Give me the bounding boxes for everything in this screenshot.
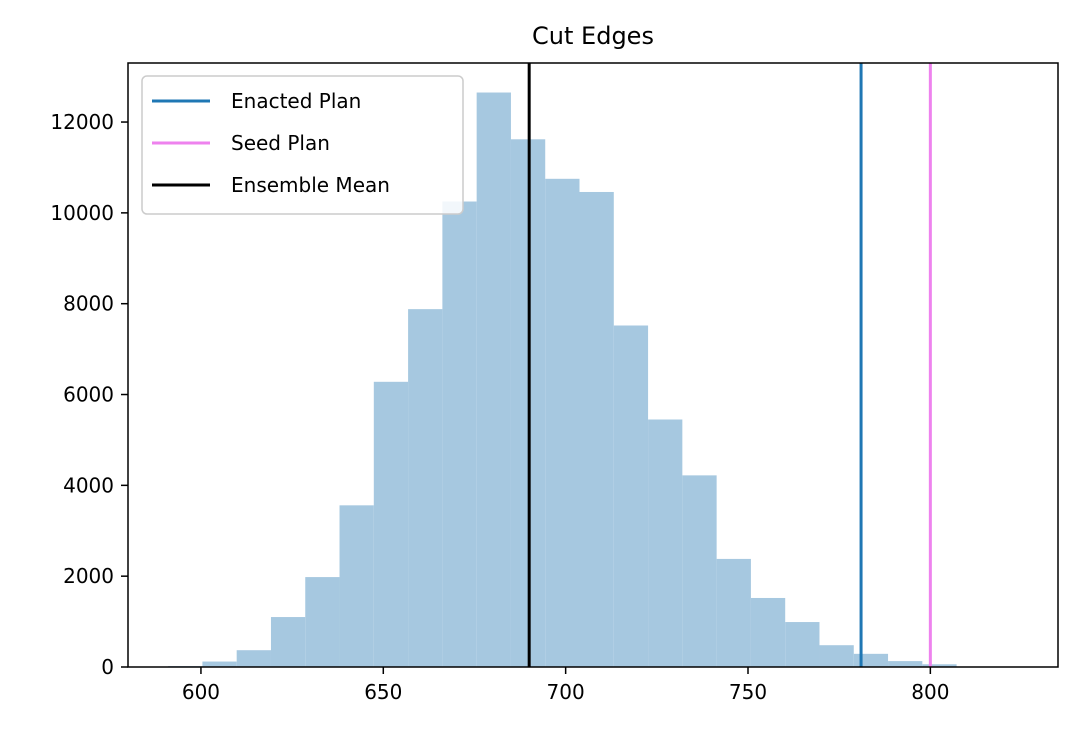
y-axis: 0 2000 4000 6000 8000 10000 12000: [50, 110, 128, 679]
histogram-bar: [545, 178, 580, 667]
y-tick-label: 0: [101, 655, 114, 679]
reference-lines: [527, 63, 932, 667]
histogram-bar: [716, 558, 751, 667]
histogram-bar: [853, 653, 889, 667]
histogram-bar: [339, 505, 374, 667]
histogram-bar: [579, 191, 614, 668]
x-tick-label: 600: [182, 680, 220, 704]
plot-area-frame: [127, 62, 1059, 668]
histogram-bar: [648, 419, 683, 667]
x-tick-label: 700: [547, 680, 585, 704]
x-tick-label: 750: [729, 680, 767, 704]
legend-label: Ensemble Mean: [231, 173, 390, 197]
y-tick-label: 6000: [63, 383, 114, 407]
y-tick-label: 4000: [63, 473, 114, 497]
x-tick-label: 800: [911, 680, 949, 704]
y-tick-label: 8000: [63, 292, 114, 316]
histogram-bar: [922, 664, 957, 667]
legend-label: Enacted Plan: [231, 89, 361, 113]
histogram-bar: [442, 201, 477, 667]
histogram-bar: [682, 475, 717, 667]
histogram-bar: [202, 661, 237, 667]
y-tick-label: 2000: [63, 564, 114, 588]
histogram-bar: [305, 577, 340, 667]
legend: Enacted Plan Seed Plan Ensemble Mean: [141, 75, 464, 215]
legend-box: [141, 75, 464, 215]
y-tick-label: 10000: [50, 201, 114, 225]
y-tick-label: 12000: [50, 110, 114, 134]
x-axis: 600 650 700 750 800: [182, 667, 949, 704]
histogram-bar: [408, 309, 443, 667]
histogram-bar: [373, 381, 409, 667]
x-tick-label: 650: [364, 680, 402, 704]
histogram-bar: [270, 617, 306, 667]
histogram-bar: [785, 622, 820, 667]
legend-label: Seed Plan: [231, 131, 330, 155]
histogram-bar: [750, 597, 786, 667]
histogram-bar: [888, 661, 923, 667]
histogram-bar: [819, 645, 854, 667]
histogram-bar: [476, 92, 511, 667]
histogram-bar: [613, 325, 649, 667]
chart-title: Cut Edges: [532, 22, 654, 50]
histogram-bar: [236, 650, 271, 667]
